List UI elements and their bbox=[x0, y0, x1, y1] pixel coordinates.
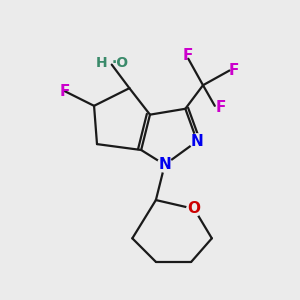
Text: N: N bbox=[158, 157, 171, 172]
Text: H: H bbox=[96, 56, 107, 70]
Text: F: F bbox=[215, 100, 226, 115]
Circle shape bbox=[158, 158, 172, 172]
Text: O: O bbox=[188, 201, 201, 216]
Circle shape bbox=[187, 202, 202, 216]
Text: F: F bbox=[59, 84, 70, 99]
Text: F: F bbox=[229, 63, 239, 78]
Text: F: F bbox=[183, 48, 194, 63]
Text: ·O: ·O bbox=[112, 56, 129, 70]
Text: N: N bbox=[191, 134, 203, 149]
Circle shape bbox=[190, 134, 205, 148]
